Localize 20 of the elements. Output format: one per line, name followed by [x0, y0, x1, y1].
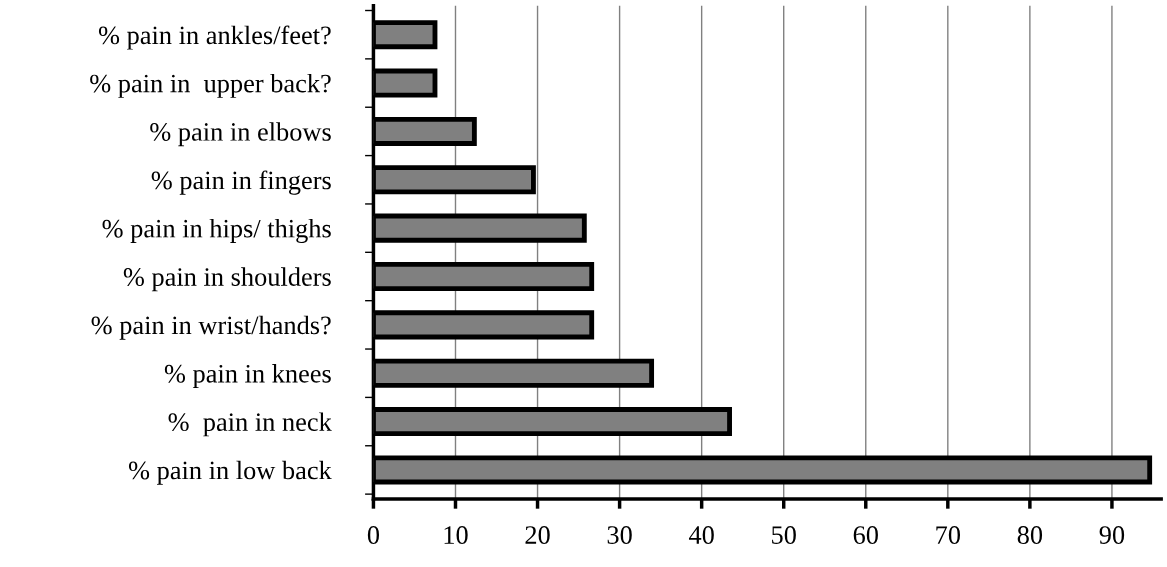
x-tick-label: 80 [1017, 526, 1043, 544]
x-tick-label: 70 [936, 526, 961, 544]
y-tick-label: % pain in low back [128, 460, 332, 485]
x-tick-label: 20 [525, 526, 550, 544]
y-tick-label: % pain in hips/ thighs [102, 218, 331, 243]
y-tick-label: % pain in shoulders [123, 267, 331, 292]
y-tick-label: % pain in knees [164, 364, 331, 388]
y-tick-label: % pain in ankles/feet? [98, 25, 331, 50]
x-tick-label: 30 [607, 526, 632, 544]
y-tick-label: % pain in fingers [151, 170, 331, 195]
y-tick-label: % pain in elbows [150, 122, 331, 147]
y-tick-label: % pain in upper back? [90, 73, 331, 98]
x-tick-label: 90 [1099, 526, 1125, 544]
x-tick-label: 10 [444, 526, 468, 544]
y-tick-label: % pain in wrist/hands? [91, 315, 331, 340]
x-tick-label: 50 [772, 526, 796, 544]
x-tick-label: 40 [688, 526, 714, 544]
x-tick-label: 60 [853, 526, 878, 544]
y-tick-label: % pain in neck [168, 412, 332, 437]
x-tick-label: 0 [367, 526, 380, 544]
